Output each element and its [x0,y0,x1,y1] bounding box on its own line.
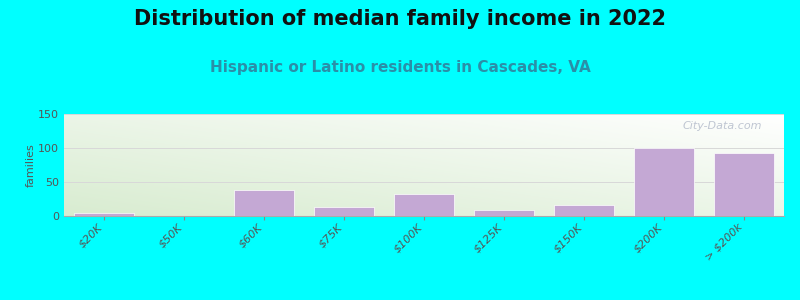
Bar [234,190,294,216]
Bar [314,207,374,216]
Text: Hispanic or Latino residents in Cascades, VA: Hispanic or Latino residents in Cascades… [210,60,590,75]
Bar [634,148,694,216]
Bar [394,194,454,216]
Text: City-Data.com: City-Data.com [683,121,762,131]
Bar [474,210,534,216]
Bar [74,213,134,216]
Bar [554,205,614,216]
Text: Distribution of median family income in 2022: Distribution of median family income in … [134,9,666,29]
Y-axis label: families: families [26,143,35,187]
Bar [714,153,774,216]
